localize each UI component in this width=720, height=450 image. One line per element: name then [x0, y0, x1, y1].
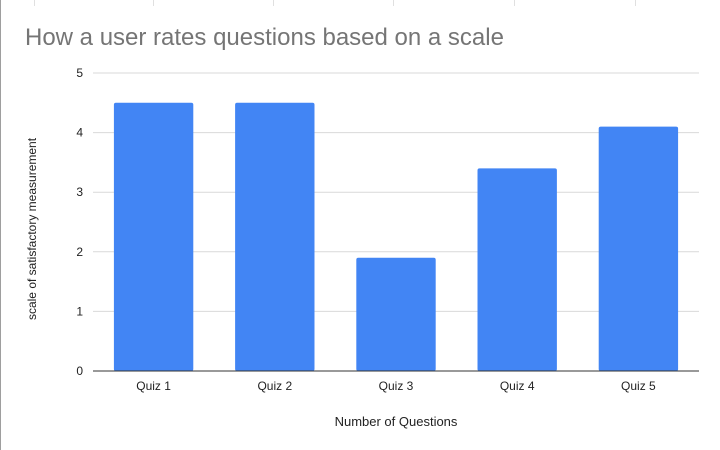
- x-tick-label: Quiz 2: [257, 379, 292, 393]
- x-tick-label: Quiz 4: [500, 379, 535, 393]
- chart-title: How a user rates questions based on a sc…: [25, 24, 504, 51]
- bar: [356, 257, 436, 371]
- sheet-gridline: [34, 0, 35, 6]
- x-tick-label: Quiz 5: [621, 379, 656, 393]
- x-tick-label: Quiz 1: [136, 379, 171, 393]
- y-tick-label: 3: [76, 185, 83, 199]
- x-axis-label: Number of Questions: [335, 414, 458, 429]
- y-tick-label: 4: [76, 126, 83, 140]
- y-tick-label: 0: [76, 364, 83, 378]
- bars: [113, 102, 679, 372]
- bar: [235, 102, 315, 372]
- y-tick-label: 2: [76, 245, 83, 259]
- sheet-gridline: [273, 0, 274, 6]
- sheet-gridline: [153, 0, 154, 6]
- sheet-gridline: [514, 0, 515, 6]
- sheet-gridline: [635, 0, 636, 6]
- y-axis-label: scale of satisfactory measurement: [25, 137, 39, 320]
- bar: [477, 168, 557, 371]
- axes: 0 1 2 3 4 5 Quiz 1 Quiz 2 Quiz 3 Quiz 4 Quiz 5: [76, 66, 699, 393]
- bar: [113, 102, 194, 372]
- y-tick-label: 5: [76, 66, 83, 80]
- sheet-gridline: [393, 0, 394, 6]
- y-tick-label: 1: [76, 304, 83, 318]
- x-tick-label: Quiz 3: [379, 379, 414, 393]
- bar: [598, 126, 679, 371]
